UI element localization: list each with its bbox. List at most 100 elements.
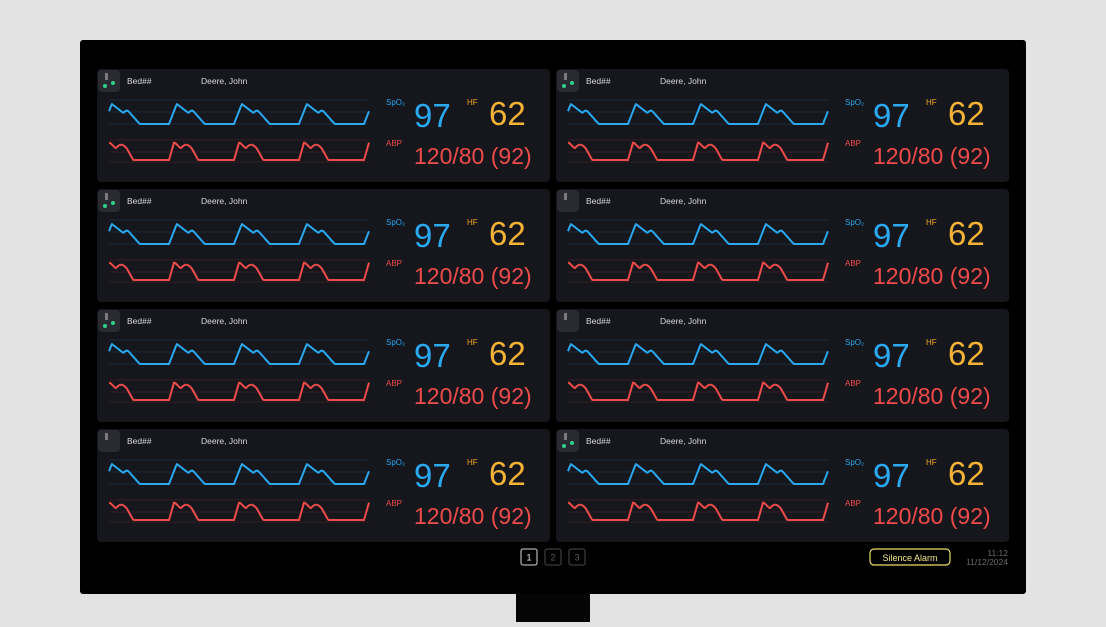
patient-name: Deere, John	[660, 196, 707, 206]
hf-value: 62	[948, 455, 985, 492]
spo2-value: 97	[414, 337, 451, 374]
abp-label: ABP	[845, 139, 861, 148]
spo2-label: SpO₂	[845, 218, 864, 227]
hf-value: 62	[948, 335, 985, 372]
patient-name: Deere, John	[660, 436, 707, 446]
spo2-label: SpO₂	[386, 458, 405, 467]
patient-name: Deere, John	[201, 436, 248, 446]
abp-value: 120/80 (92)	[873, 263, 991, 289]
hf-label: HF	[467, 218, 478, 227]
abp-value: 120/80 (92)	[414, 263, 532, 289]
abp-waveform	[108, 261, 370, 281]
status-icon	[98, 70, 120, 92]
status-icon-bar	[105, 313, 108, 320]
spo2-waveform	[108, 342, 370, 365]
hf-label: HF	[926, 338, 937, 347]
abp-label: ABP	[845, 259, 861, 268]
status-dot	[562, 84, 566, 88]
spo2-waveform	[108, 102, 370, 125]
hf-label: HF	[926, 458, 937, 467]
status-dot	[111, 81, 115, 85]
bed-label: Bed##	[127, 196, 152, 206]
status-icon	[98, 190, 120, 212]
spo2-value: 97	[414, 217, 451, 254]
hf-label: HF	[467, 338, 478, 347]
patient-name: Deere, John	[660, 316, 707, 326]
abp-value: 120/80 (92)	[873, 383, 991, 409]
silence-alarm-label[interactable]: Silence Alarm	[882, 553, 937, 563]
abp-label: ABP	[386, 139, 402, 148]
status-icon-bar	[564, 433, 567, 440]
spo2-value: 97	[873, 97, 910, 134]
spo2-label: SpO₂	[386, 338, 405, 347]
spo2-waveform	[567, 462, 829, 485]
status-icon	[557, 190, 579, 212]
page-number[interactable]: 2	[550, 553, 555, 563]
status-icon	[98, 310, 120, 332]
status-dot	[111, 201, 115, 205]
status-icon	[557, 430, 579, 452]
bed-label: Bed##	[586, 196, 611, 206]
patient-panel[interactable]	[556, 69, 1009, 182]
status-dot	[570, 81, 574, 85]
hf-value: 62	[948, 95, 985, 132]
status-icon	[98, 430, 120, 452]
bed-label: Bed##	[586, 76, 611, 86]
patient-panel[interactable]	[556, 429, 1009, 542]
page-number[interactable]: 3	[574, 553, 579, 563]
hf-label: HF	[926, 98, 937, 107]
patient-name: Deere, John	[201, 316, 248, 326]
abp-value: 120/80 (92)	[414, 143, 532, 169]
spo2-value: 97	[873, 217, 910, 254]
patient-panel[interactable]	[97, 69, 550, 182]
hf-value: 62	[489, 95, 526, 132]
abp-waveform	[567, 501, 829, 521]
hf-label: HF	[467, 458, 478, 467]
abp-label: ABP	[386, 499, 402, 508]
hf-value: 62	[489, 455, 526, 492]
bed-label: Bed##	[586, 436, 611, 446]
spo2-value: 97	[873, 457, 910, 494]
abp-waveform	[567, 141, 829, 161]
status-icon-bar	[564, 193, 567, 200]
abp-label: ABP	[845, 379, 861, 388]
patient-panel[interactable]	[556, 309, 1009, 422]
abp-label: ABP	[845, 499, 861, 508]
hf-label: HF	[926, 218, 937, 227]
spo2-label: SpO₂	[845, 458, 864, 467]
status-dot	[570, 441, 574, 445]
abp-waveform	[108, 381, 370, 401]
abp-waveform	[108, 141, 370, 161]
page-number[interactable]: 1	[526, 553, 531, 563]
page-button[interactable]	[544, 548, 562, 566]
abp-value: 120/80 (92)	[414, 383, 532, 409]
patient-panel[interactable]	[97, 309, 550, 422]
spo2-value: 97	[414, 97, 451, 134]
status-icon-bar	[105, 193, 108, 200]
patient-panel[interactable]	[97, 429, 550, 542]
spo2-label: SpO₂	[386, 218, 405, 227]
status-dot	[103, 204, 107, 208]
clock-date: 11/12/2024	[966, 557, 1008, 567]
patient-panel[interactable]	[556, 189, 1009, 302]
spo2-label: SpO₂	[845, 338, 864, 347]
status-icon	[557, 310, 579, 332]
page-button[interactable]	[568, 548, 586, 566]
hf-value: 62	[948, 215, 985, 252]
patient-name: Deere, John	[201, 76, 248, 86]
spo2-waveform	[567, 102, 829, 125]
abp-waveform	[567, 261, 829, 281]
page-button[interactable]	[520, 548, 538, 566]
patient-panel[interactable]	[97, 189, 550, 302]
status-dot	[103, 84, 107, 88]
status-dot	[103, 324, 107, 328]
clock-time: 11:12	[987, 548, 1008, 558]
abp-label: ABP	[386, 259, 402, 268]
spo2-value: 97	[873, 337, 910, 374]
status-icon	[557, 70, 579, 92]
hf-value: 62	[489, 215, 526, 252]
status-dot	[562, 444, 566, 448]
spo2-waveform	[567, 342, 829, 365]
patient-name: Deere, John	[201, 196, 248, 206]
silence-alarm-button[interactable]	[869, 548, 951, 566]
